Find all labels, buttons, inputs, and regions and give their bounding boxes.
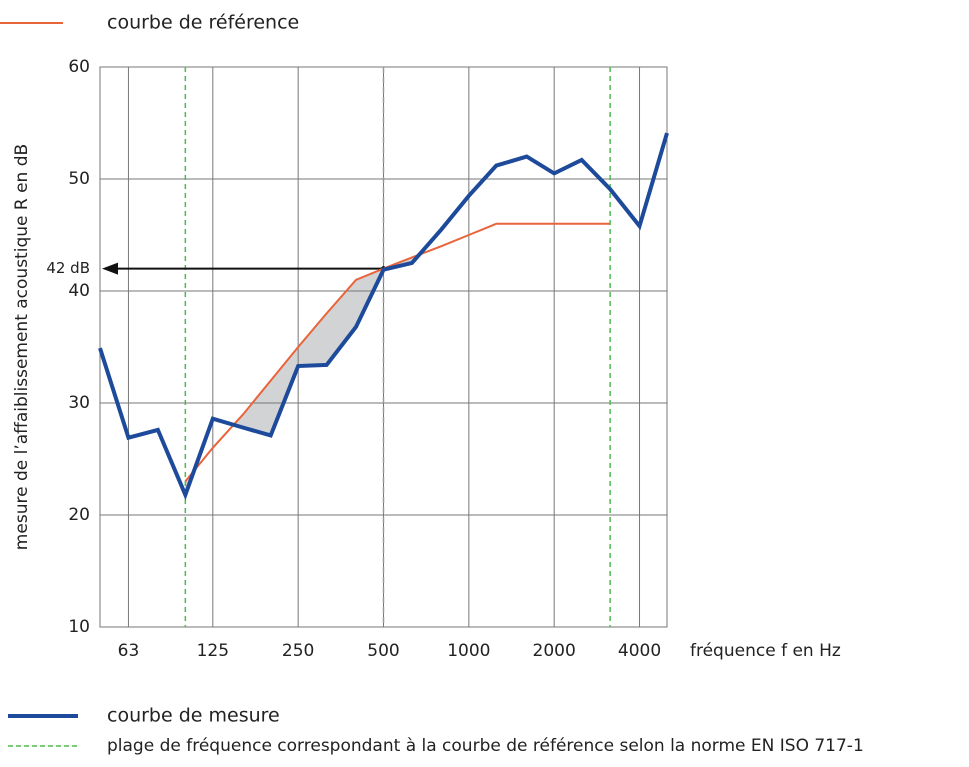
y-tick-label: 20 <box>68 505 90 525</box>
legend-label: plage de fréquence correspondant à la co… <box>107 736 864 756</box>
legend-label: courbe de mesure <box>107 705 280 727</box>
y-tick-label: 10 <box>68 617 90 637</box>
y-tick-label: 30 <box>68 393 90 413</box>
x-tick-label: 4000 <box>618 641 661 661</box>
x-axis-label: fréquence f en Hz <box>690 641 841 661</box>
x-tick-label: 500 <box>367 641 399 661</box>
y-tick-label: 50 <box>68 169 90 189</box>
x-tick-label: 125 <box>197 641 229 661</box>
x-tick-label: 63 <box>118 641 140 661</box>
y-tick-label: 40 <box>68 281 90 301</box>
x-tick-label: 1000 <box>447 641 490 661</box>
series-line <box>98 132 669 501</box>
series-line <box>184 222 611 483</box>
x-tick-label: 2000 <box>533 641 576 661</box>
y-axis-label: mesure de l’affaiblissement acoustique R… <box>12 144 32 550</box>
arrow-head <box>102 262 118 275</box>
legend-label: courbe de référence <box>107 12 299 34</box>
annotation-label: 42 dB <box>46 259 90 277</box>
x-tick-label: 250 <box>282 641 314 661</box>
y-tick-label: 60 <box>68 57 90 77</box>
